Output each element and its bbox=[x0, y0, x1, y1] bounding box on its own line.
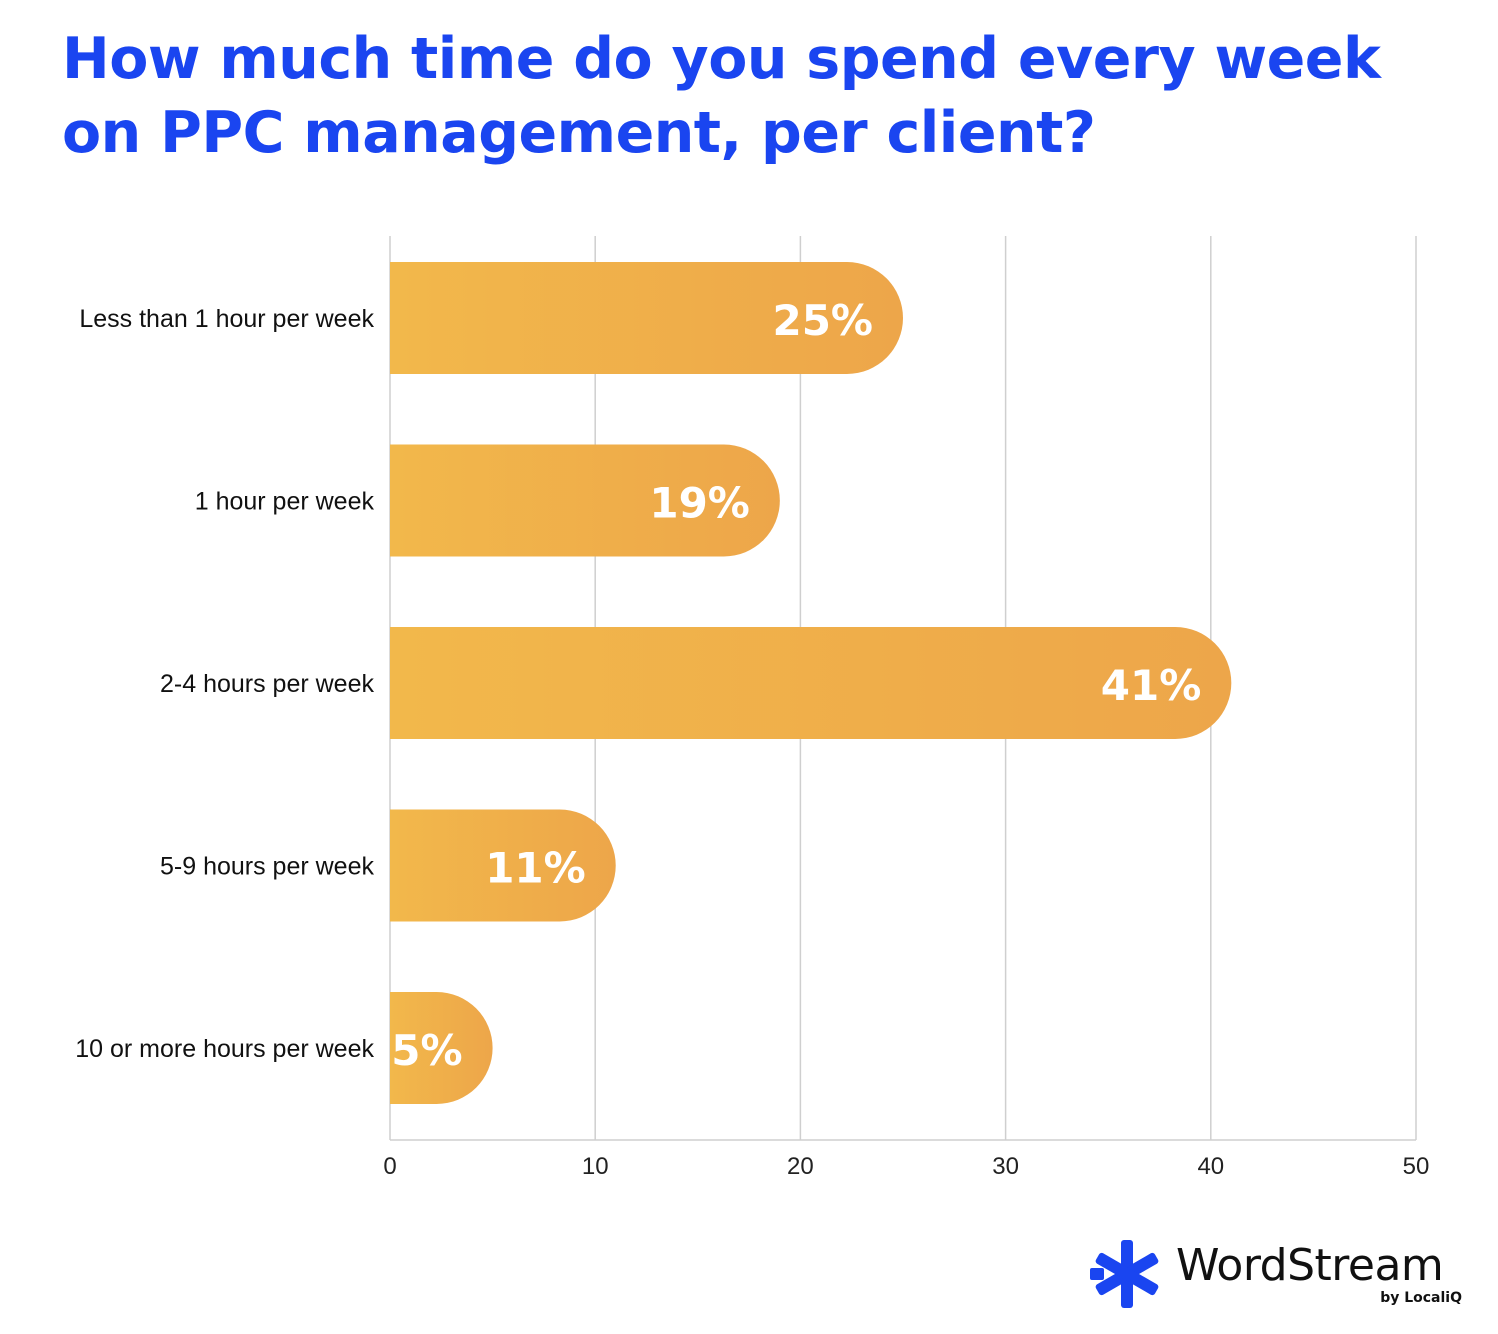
category-label: 1 hour per week bbox=[195, 488, 375, 516]
brand-name: WordStream bbox=[1176, 1240, 1444, 1291]
x-tick-label: 10 bbox=[582, 1153, 609, 1180]
data-label: 5% bbox=[391, 1026, 462, 1075]
data-label: 19% bbox=[649, 479, 750, 528]
bar bbox=[390, 627, 1232, 739]
brand-subtitle: by LocaliQ bbox=[1380, 1290, 1462, 1306]
wordstream-logo: WordStream by LocaliQ bbox=[1088, 1236, 1468, 1312]
bar bbox=[390, 444, 780, 557]
wordstream-asterisk-icon bbox=[1090, 1240, 1159, 1308]
data-label: 11% bbox=[485, 844, 586, 893]
data-label: 25% bbox=[772, 296, 873, 345]
x-tick-label: 40 bbox=[1197, 1153, 1224, 1180]
x-tick-label: 30 bbox=[992, 1153, 1019, 1180]
category-label: Less than 1 hour per week bbox=[79, 305, 374, 333]
x-tick-label: 0 bbox=[383, 1153, 396, 1180]
x-tick-label: 50 bbox=[1403, 1153, 1430, 1180]
data-label: 41% bbox=[1101, 661, 1202, 710]
x-tick-label: 20 bbox=[787, 1153, 814, 1180]
bar bbox=[390, 262, 903, 374]
bar bbox=[390, 809, 616, 922]
bar bbox=[390, 992, 493, 1104]
category-label: 2-4 hours per week bbox=[160, 670, 375, 698]
category-label: 5-9 hours per week bbox=[160, 853, 375, 881]
category-label: 10 or more hours per week bbox=[75, 1035, 374, 1063]
chart-title: How much time do you spend every week on… bbox=[62, 26, 1381, 166]
